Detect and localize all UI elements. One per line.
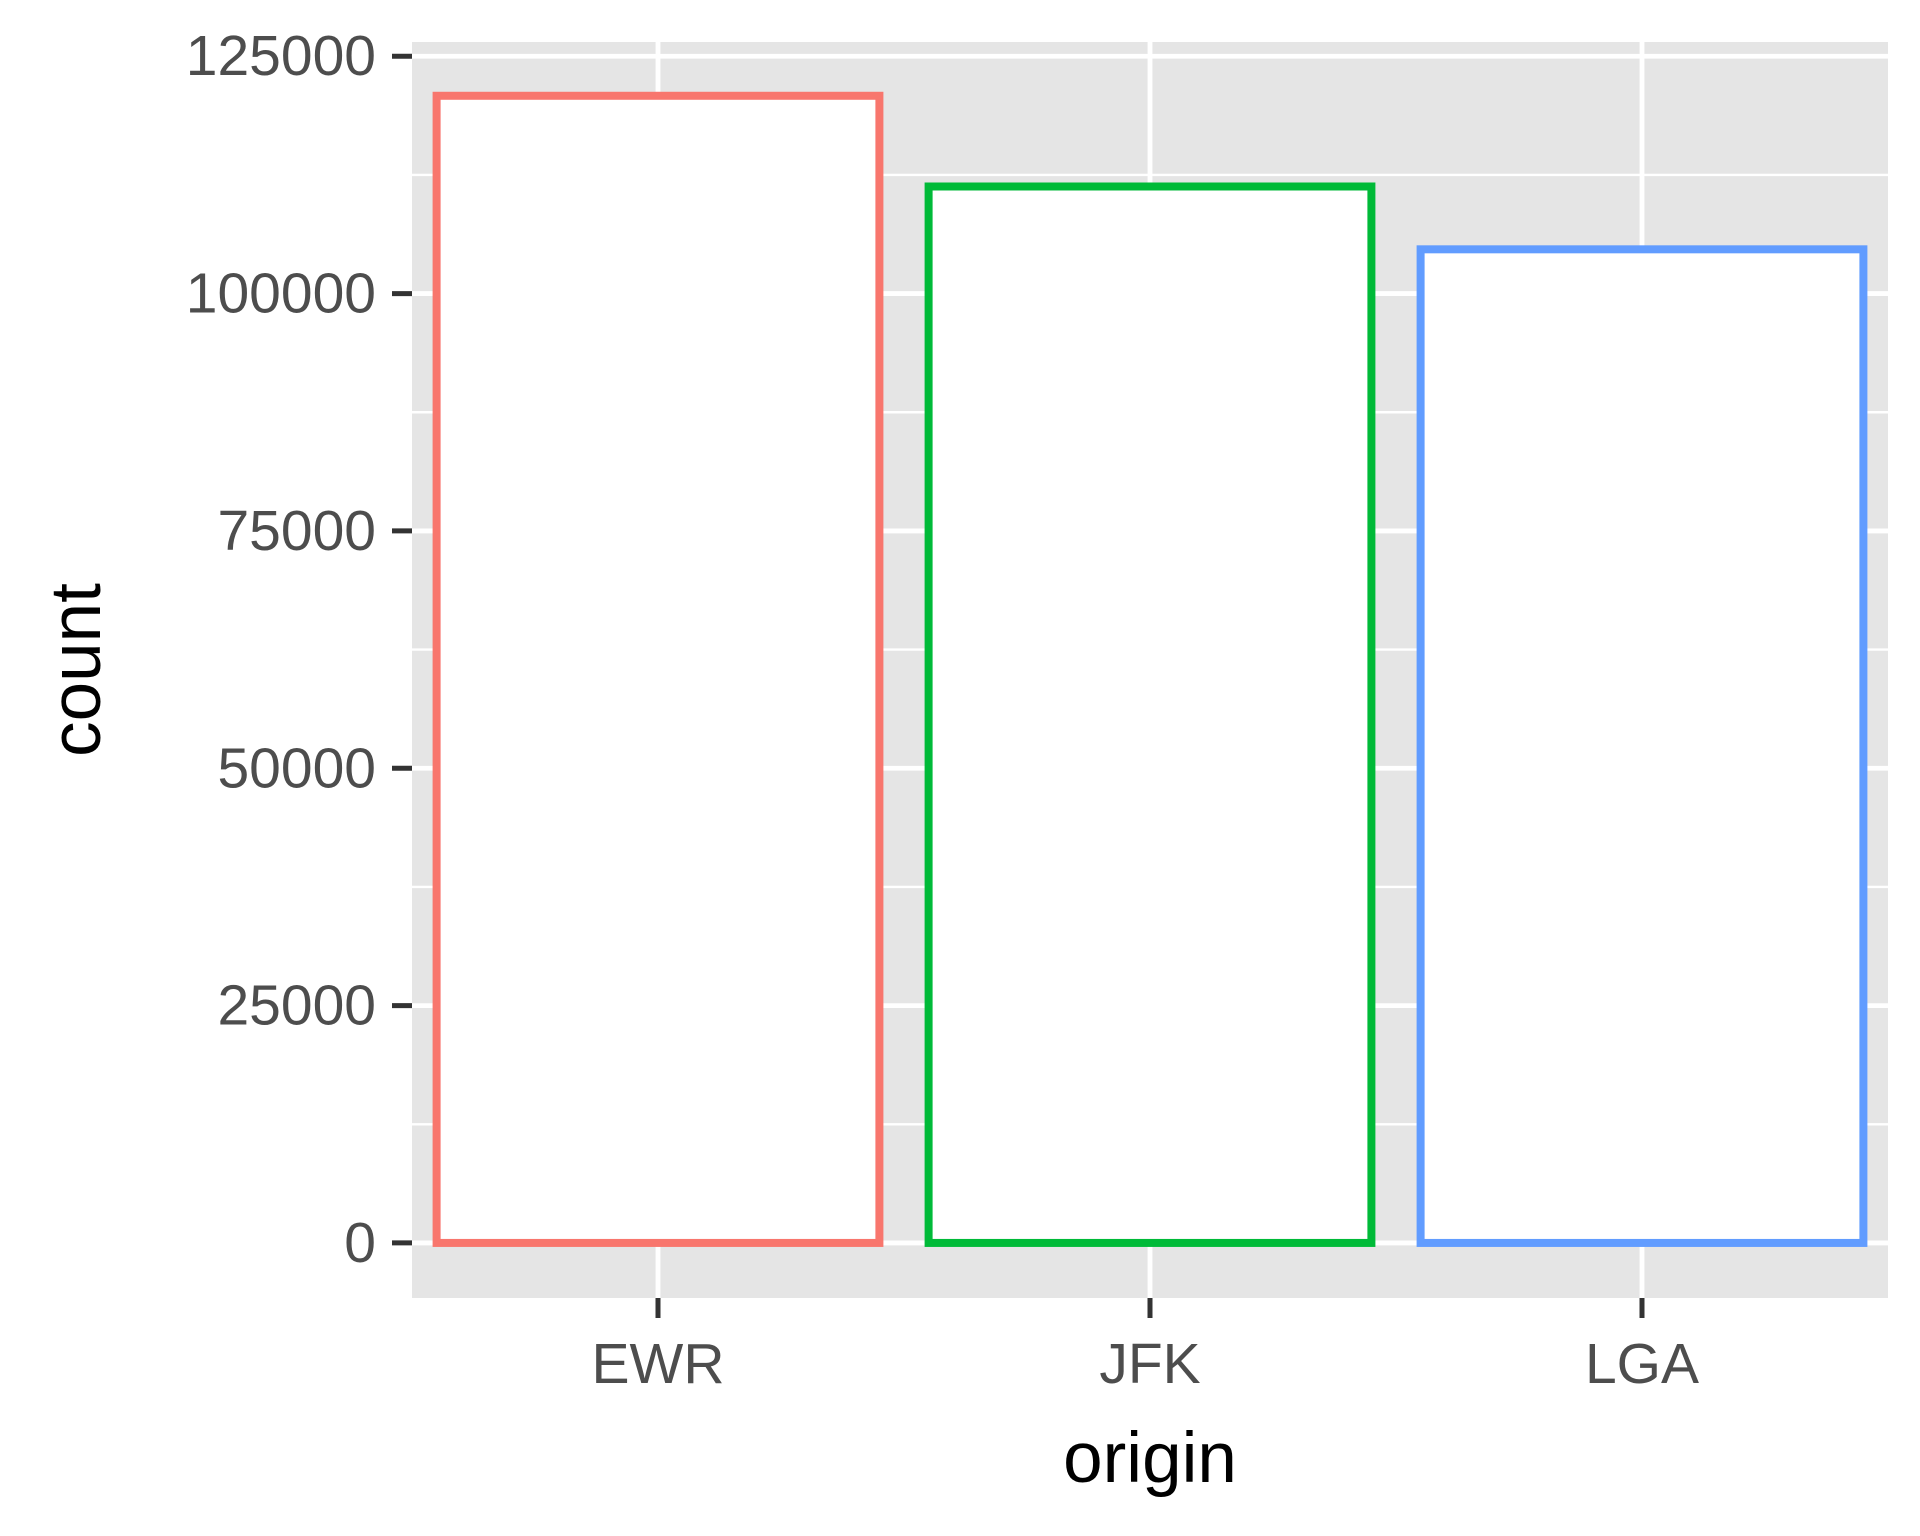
x-tick-label: LGA — [1585, 1332, 1699, 1396]
y-tick-label: 100000 — [186, 262, 376, 326]
bar-ewr — [432, 91, 884, 1247]
y-tick-label: 125000 — [186, 24, 376, 88]
x-axis: EWR JFK LGA — [592, 1298, 1699, 1396]
bars — [432, 91, 1868, 1247]
bar-lga — [1416, 245, 1868, 1247]
x-tick-label: EWR — [592, 1332, 725, 1396]
bar-jfk — [924, 182, 1376, 1247]
y-tick-label: 0 — [344, 1211, 376, 1275]
x-tick-label: JFK — [1099, 1332, 1200, 1396]
y-axis: 0 25000 50000 75000 100000 125000 — [186, 24, 412, 1275]
y-axis-title: count — [37, 583, 116, 757]
y-tick-label: 50000 — [217, 736, 376, 800]
x-axis-title: origin — [1063, 1419, 1237, 1498]
y-tick-label: 25000 — [217, 974, 376, 1038]
y-tick-label: 75000 — [217, 499, 376, 563]
